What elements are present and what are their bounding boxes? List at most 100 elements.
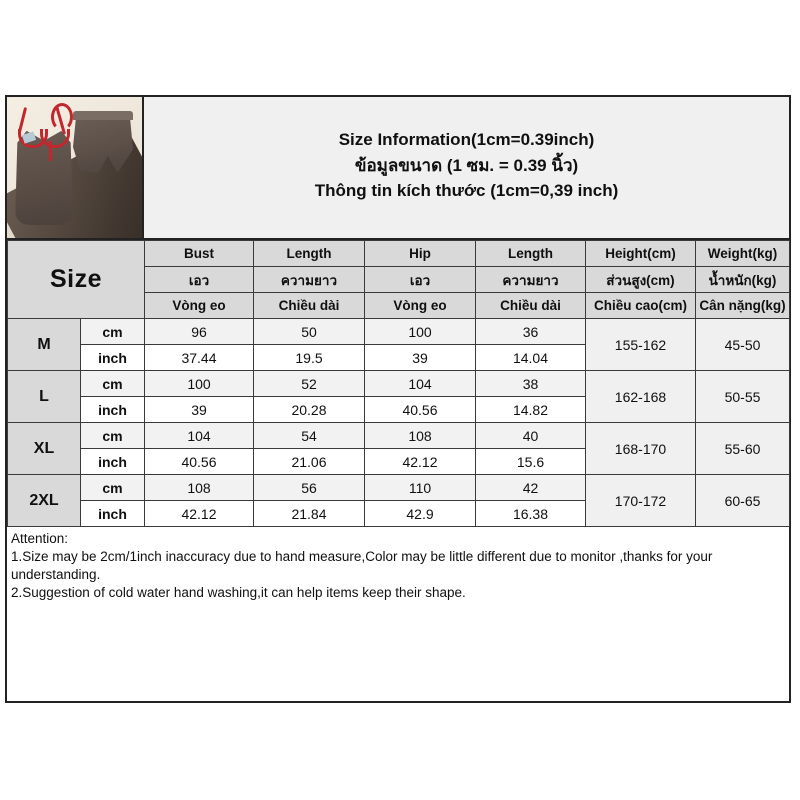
size-table: Size Bust Length Hip Length Height(cm) W… bbox=[7, 240, 790, 527]
title-panel: Size Information(1cm=0.39inch) ข้อมูลขนา… bbox=[144, 97, 789, 238]
xl-cm-length2: 40 bbox=[475, 422, 586, 449]
m-inch-length1: 19.5 bbox=[253, 344, 365, 371]
header-hip-vi: Vòng eo bbox=[364, 292, 476, 319]
green-corner-marker-icon bbox=[142, 97, 144, 106]
l-inch-bust: 39 bbox=[144, 396, 254, 423]
header-height-vi: Chiều cao(cm) bbox=[585, 292, 696, 319]
title-vietnamese: Thông tin kích thước (1cm=0,39 inch) bbox=[314, 181, 619, 201]
attention-block: Attention: 1.Size may be 2cm/1inch inacc… bbox=[7, 527, 789, 602]
xl-inch-hip: 42.12 bbox=[364, 448, 476, 475]
xl-cm-bust: 104 bbox=[144, 422, 254, 449]
header-strip: Size Information(1cm=0.39inch) ข้อมูลขนา… bbox=[7, 97, 789, 240]
attention-title: Attention: bbox=[11, 531, 69, 546]
l-inch-length1: 20.28 bbox=[253, 396, 365, 423]
camisole-red-trim bbox=[15, 127, 73, 153]
l-weight: 50-55 bbox=[695, 370, 790, 423]
size-label-m: M bbox=[7, 318, 81, 371]
size-label-2xl: 2XL bbox=[7, 474, 81, 527]
header-bust-en: Bust bbox=[144, 240, 254, 267]
2xl-height: 170-172 bbox=[585, 474, 696, 527]
table-row: XL cm 104 54 108 40 168-170 55-60 bbox=[7, 422, 790, 475]
unit-cm-xl: cm bbox=[80, 422, 145, 449]
l-cm-length2: 38 bbox=[475, 370, 586, 397]
header-length2-vi: Chiều dài bbox=[475, 292, 586, 319]
table-row: M cm 96 50 100 36 155-162 45-50 bbox=[7, 318, 790, 371]
unit-cm-l: cm bbox=[80, 370, 145, 397]
m-inch-hip: 39 bbox=[364, 344, 476, 371]
attention-note-1: 1.Size may be 2cm/1inch inaccuracy due t… bbox=[11, 548, 713, 582]
2xl-inch-bust: 42.12 bbox=[144, 500, 254, 527]
header-weight-en: Weight(kg) bbox=[695, 240, 790, 267]
l-inch-hip: 40.56 bbox=[364, 396, 476, 423]
table-row: L cm 100 52 104 38 162-168 50-55 bbox=[7, 370, 790, 423]
l-inch-length2: 14.82 bbox=[475, 396, 586, 423]
size-label-l: L bbox=[7, 370, 81, 423]
m-weight: 45-50 bbox=[695, 318, 790, 371]
shorts-waistband bbox=[73, 111, 133, 120]
header-weight-th: น้ำหนัก(kg) bbox=[695, 266, 790, 293]
product-photo bbox=[7, 97, 144, 238]
size-label-xl: XL bbox=[7, 422, 81, 475]
table-header-row-en: Size Bust Length Hip Length Height(cm) W… bbox=[7, 240, 790, 319]
header-length1-vi: Chiều dài bbox=[253, 292, 365, 319]
header-length1-en: Length bbox=[253, 240, 365, 267]
title-thai: ข้อมูลขนาด (1 ซม. = 0.39 นิ้ว) bbox=[354, 155, 579, 175]
header-length2-en: Length bbox=[475, 240, 586, 267]
xl-cm-length1: 54 bbox=[253, 422, 365, 449]
header-hip-th: เอว bbox=[364, 266, 476, 293]
xl-inch-length1: 21.06 bbox=[253, 448, 365, 475]
header-bust-vi: Vòng eo bbox=[144, 292, 254, 319]
l-height: 162-168 bbox=[585, 370, 696, 423]
header-length1-th: ความยาว bbox=[253, 266, 365, 293]
unit-inch-l: inch bbox=[80, 396, 145, 423]
m-inch-length2: 14.04 bbox=[475, 344, 586, 371]
2xl-cm-hip: 110 bbox=[364, 474, 476, 501]
table-row: 2XL cm 108 56 110 42 170-172 60-65 bbox=[7, 474, 790, 527]
xl-height: 168-170 bbox=[585, 422, 696, 475]
2xl-cm-bust: 108 bbox=[144, 474, 254, 501]
2xl-inch-length1: 21.84 bbox=[253, 500, 365, 527]
2xl-weight: 60-65 bbox=[695, 474, 790, 527]
size-header-cell: Size bbox=[7, 240, 145, 319]
m-inch-bust: 37.44 bbox=[144, 344, 254, 371]
shorts-garment bbox=[73, 111, 133, 173]
header-weight-vi: Cân nặng(kg) bbox=[695, 292, 790, 319]
header-length2-th: ความยาว bbox=[475, 266, 586, 293]
xl-inch-length2: 15.6 bbox=[475, 448, 586, 475]
unit-inch-2xl: inch bbox=[80, 500, 145, 527]
2xl-inch-length2: 16.38 bbox=[475, 500, 586, 527]
table-row: inch 37.44 19.5 39 14.04 bbox=[8, 344, 790, 371]
table-row: inch 42.12 21.84 42.9 16.38 bbox=[8, 500, 790, 527]
header-height-th: ส่วนสูง(cm) bbox=[585, 266, 696, 293]
m-cm-length1: 50 bbox=[253, 318, 365, 345]
2xl-inch-hip: 42.9 bbox=[364, 500, 476, 527]
table-row: inch 40.56 21.06 42.12 15.6 bbox=[8, 448, 790, 475]
m-cm-length2: 36 bbox=[475, 318, 586, 345]
xl-inch-bust: 40.56 bbox=[144, 448, 254, 475]
header-hip-en: Hip bbox=[364, 240, 476, 267]
title-english: Size Information(1cm=0.39inch) bbox=[338, 130, 595, 150]
header-height-en: Height(cm) bbox=[585, 240, 696, 267]
attention-note-2: 2.Suggestion of cold water hand washing,… bbox=[11, 584, 466, 600]
l-cm-bust: 100 bbox=[144, 370, 254, 397]
table-header-row-th: เอว ความยาว เอว ความยาว ส่วนสูง(cm) น้ำห… bbox=[8, 266, 790, 293]
l-cm-hip: 104 bbox=[364, 370, 476, 397]
table-header-row-vi: Vòng eo Chiều dài Vòng eo Chiều dài Chiề… bbox=[8, 292, 790, 319]
m-cm-bust: 96 bbox=[144, 318, 254, 345]
unit-inch-m: inch bbox=[80, 344, 145, 371]
m-cm-hip: 100 bbox=[364, 318, 476, 345]
camisole-center-seam bbox=[49, 141, 52, 161]
unit-cm-m: cm bbox=[80, 318, 145, 345]
camisole-strap-loop bbox=[51, 103, 73, 131]
size-chart-content-block: Size Information(1cm=0.39inch) ข้อมูลขนา… bbox=[5, 95, 791, 703]
2xl-cm-length1: 56 bbox=[253, 474, 365, 501]
unit-inch-xl: inch bbox=[80, 448, 145, 475]
table-row: inch 39 20.28 40.56 14.82 bbox=[8, 396, 790, 423]
2xl-cm-length2: 42 bbox=[475, 474, 586, 501]
unit-cm-2xl: cm bbox=[80, 474, 145, 501]
m-height: 155-162 bbox=[585, 318, 696, 371]
xl-cm-hip: 108 bbox=[364, 422, 476, 449]
l-cm-length1: 52 bbox=[253, 370, 365, 397]
header-bust-th: เอว bbox=[144, 266, 254, 293]
